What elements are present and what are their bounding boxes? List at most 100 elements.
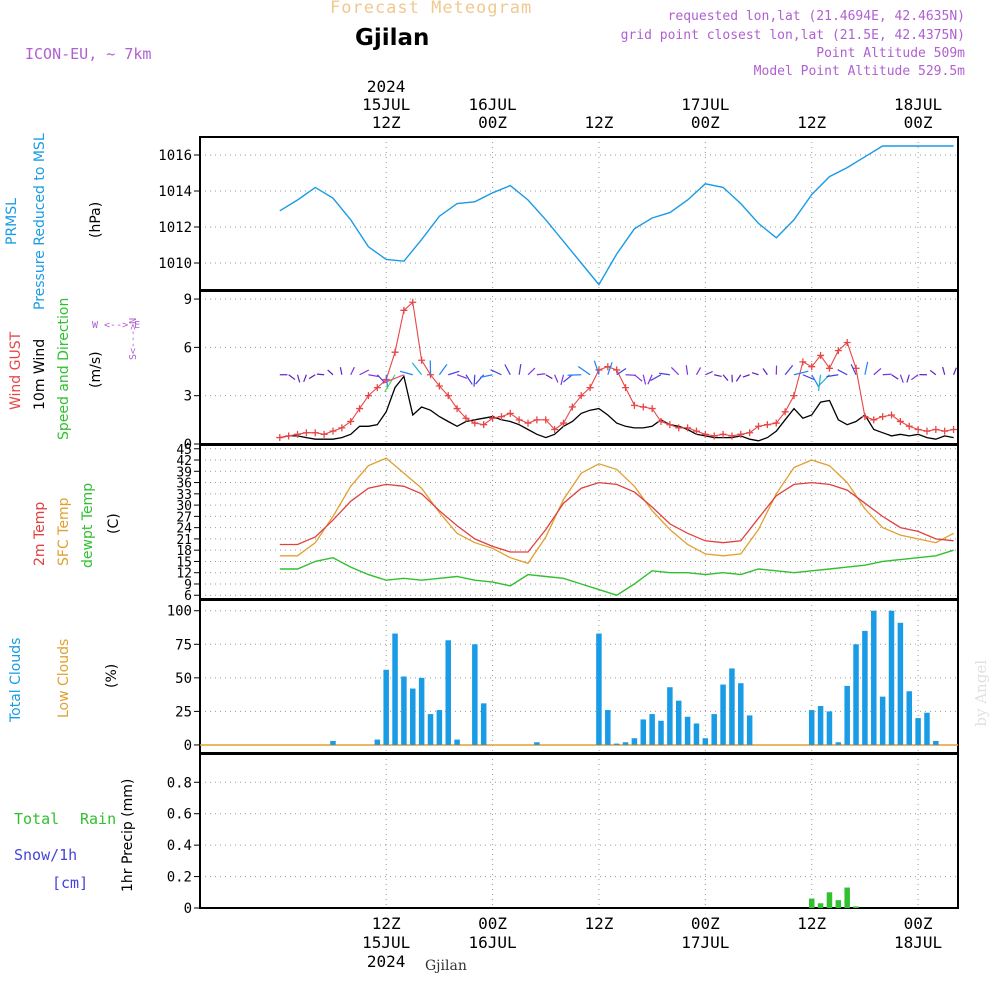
cloud-bar [613, 743, 620, 745]
gust-marker [444, 392, 452, 400]
gust-marker [276, 434, 284, 442]
wind-direction-arrow [607, 362, 613, 375]
cloud-bar [924, 712, 930, 745]
gust-marker [719, 430, 727, 438]
gust-marker [302, 429, 310, 437]
y-tick-label: 0 [184, 901, 192, 917]
bottom-hour-label: 00Z [478, 914, 507, 933]
wind-direction-arrow [762, 368, 768, 376]
top-hour-label: 00Z [478, 113, 507, 132]
cloud-bar [667, 687, 673, 745]
cloud-bar [658, 720, 664, 745]
y-tick-label: 1016 [158, 148, 192, 164]
cloud-bar [454, 739, 460, 745]
cloud-bar [906, 691, 912, 745]
gust-marker [808, 363, 816, 371]
wind-direction-arrow [536, 373, 546, 376]
gust-marker [559, 419, 567, 427]
gust-marker [453, 405, 461, 413]
model-name: ICON-EU, ~ 7km [25, 45, 152, 63]
wind-direction-arrow [368, 374, 379, 378]
wind-direction-arrow [942, 366, 946, 375]
precip-bar [817, 903, 824, 908]
precip-total-label: Total [14, 810, 60, 828]
cloud-bar [401, 676, 407, 745]
wind-direction-arrow [327, 369, 334, 376]
point-altitude: Point Altitude 509m [816, 46, 965, 61]
wind-direction-arrow [910, 374, 919, 381]
wind-direction-arrow [384, 374, 396, 393]
requested-coords: requested lon,lat (21.4694E, 42.4635N) [667, 9, 965, 24]
footer-location: Gjilan [425, 958, 467, 974]
cloud-bar [915, 718, 921, 745]
top-date-label: 15JUL [362, 95, 410, 114]
cloud-bar [596, 633, 602, 745]
wind-direction-arrow [554, 374, 559, 383]
wind-direction-arrow [929, 369, 937, 376]
bottom-date-label: 17JUL [681, 933, 729, 952]
gust-marker [506, 409, 514, 417]
y-tick-label: 6 [184, 589, 192, 604]
wind-direction-arrow [850, 363, 857, 376]
wind-direction-arrow [411, 362, 423, 376]
gust-marker [772, 419, 780, 427]
gust-marker [391, 348, 399, 356]
wind-direction-arrow [316, 373, 325, 376]
wind-direction-arrow [742, 374, 750, 378]
wind-direction-arrow [722, 374, 729, 381]
wind-direction-arrow [475, 374, 485, 385]
bottom-year-label: 2024 [367, 952, 406, 971]
top-hour-label: 12Z [372, 113, 401, 132]
y-tick-label: 24 [176, 522, 192, 537]
wind-direction-arrow [376, 374, 386, 384]
cloud-bar [684, 716, 691, 745]
cloud-bar [427, 714, 434, 745]
cloud-bar [605, 710, 611, 745]
cloud-bar [933, 740, 939, 745]
gust-marker [737, 430, 745, 438]
cloud-bar [330, 740, 336, 745]
wind-direction-arrow [817, 374, 822, 392]
gust-marker [648, 405, 656, 413]
pressure-line [279, 145, 954, 286]
gust-marker [622, 384, 630, 392]
gust-marker [852, 364, 860, 372]
cloud-bar [534, 742, 540, 745]
y-tick-label: 0 [184, 738, 192, 754]
wind-direction-arrow [891, 374, 899, 380]
cloud-bar [392, 633, 398, 745]
top-date-label: 17JUL [681, 95, 729, 114]
gust-marker [763, 421, 771, 429]
gust-marker [568, 403, 576, 411]
wind-direction-arrow [473, 374, 476, 387]
y-tick-label: 9 [184, 292, 192, 308]
y-tick-label: 1010 [158, 256, 192, 272]
precip-bar [808, 898, 815, 908]
cloud-bar [879, 696, 886, 745]
gust-marker [435, 382, 443, 390]
y-tick-label: 1012 [158, 220, 192, 236]
gust-marker [950, 426, 958, 434]
gust-marker [639, 403, 647, 411]
gust-marker [577, 392, 585, 400]
precip-bar [835, 900, 842, 908]
y-tick-label: 18 [176, 544, 192, 559]
sfc-temp-line [279, 457, 954, 565]
wind-direction-arrow [490, 369, 502, 376]
gust-marker [710, 432, 718, 440]
model-altitude: Model Point Altitude 529.5m [753, 64, 965, 79]
gust-marker [551, 426, 559, 434]
gust-marker [684, 424, 692, 432]
gust-marker [728, 432, 736, 440]
gust-marker [781, 408, 789, 416]
top-date-label: 18JUL [894, 95, 942, 114]
wind-direction-arrow [784, 365, 794, 376]
cloud-bar [649, 714, 655, 745]
wind-direction-arrow [826, 374, 839, 378]
wind-direction-arrow [593, 360, 600, 375]
gust-marker [941, 427, 949, 435]
bottom-hour-label: 00Z [904, 914, 933, 933]
cloud-bar [472, 644, 478, 745]
cloud-bar [445, 640, 451, 745]
y-tick-label: 30 [176, 499, 192, 514]
